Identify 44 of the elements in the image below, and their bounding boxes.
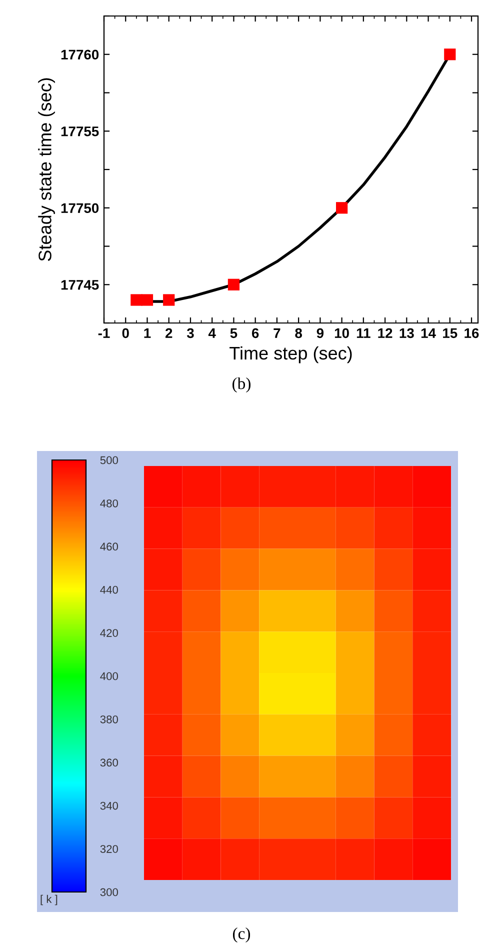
point [228, 278, 240, 290]
x-tick-label: 1 [144, 328, 151, 338]
x-tick-label: 0 [122, 328, 129, 338]
x-tick-label: 14 [421, 328, 436, 338]
color-bar-label: 340 [100, 802, 118, 810]
x-tick-label: 9 [316, 328, 324, 338]
point [336, 202, 348, 214]
color-bar-label: 420 [100, 629, 118, 637]
color-bar-label: 300 [100, 888, 118, 896]
point [130, 294, 142, 306]
y-tick-label: 17755 [61, 126, 99, 136]
y-tick-label: 17745 [61, 280, 99, 290]
color-bar-label: 380 [100, 715, 118, 724]
y-tick-label: 17750 [61, 203, 99, 214]
color-bar-label: 440 [100, 586, 118, 594]
x-tick-label: 11 [356, 328, 370, 338]
x-tick-label: 4 [208, 328, 216, 338]
color-bar-label: 360 [100, 758, 118, 767]
x-tick-label: 5 [230, 328, 238, 338]
color-bar-label: 460 [100, 542, 118, 551]
x-tick-label: 13 [400, 328, 414, 338]
x-axis-title: Time step (sec) [230, 346, 352, 364]
x-tick-label: 12 [378, 328, 392, 338]
point [141, 294, 154, 306]
point [163, 294, 175, 306]
x-tick-label: 16 [464, 328, 479, 338]
color-bar-label: 400 [100, 672, 118, 680]
x-tick-label: 6 [252, 328, 259, 338]
x-tick-label: 10 [334, 328, 349, 338]
x-tick-label: 2 [165, 328, 172, 338]
x-tick-label: 8 [295, 328, 302, 338]
x-tick-label: -1 [98, 328, 110, 338]
text: (b) [232, 377, 250, 393]
color-bar-label: 500 [100, 456, 118, 464]
text: (c) [232, 927, 250, 943]
color-bar-title: [ k ] [40, 894, 58, 906]
color-bar-label: 480 [100, 499, 118, 508]
x-tick-label: 15 [443, 328, 458, 338]
y-axis-title: Steady state time (sec) [38, 78, 55, 261]
x-tick-label: 3 [186, 328, 194, 338]
point [444, 48, 456, 60]
y-tick-label: 17760 [61, 50, 99, 60]
x-tick-label: 7 [274, 328, 280, 338]
color-bar-label: 320 [100, 845, 118, 853]
